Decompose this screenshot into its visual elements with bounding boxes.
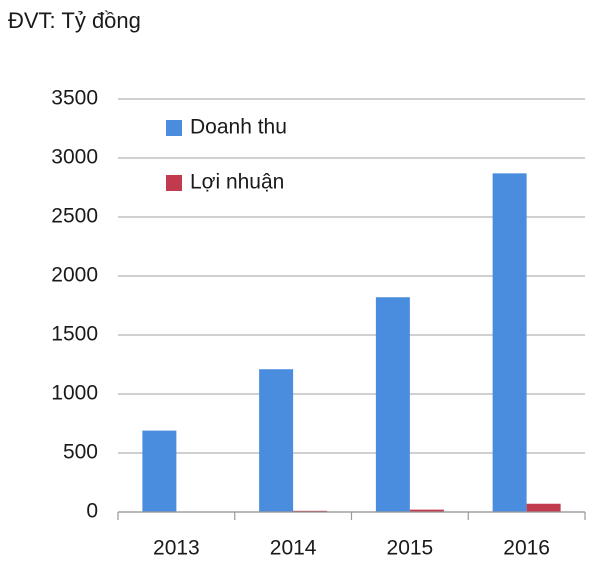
legend-label: Lợi nhuận [190,171,284,194]
legend-swatch [166,175,182,191]
chart-title: ĐVT: Tỷ đồng [8,8,141,33]
legend-label: Doanh thu [190,116,287,139]
x-tick-label: 2016 [503,537,550,560]
y-tick-label: 0 [86,500,98,523]
bar [492,173,527,512]
bar [526,503,561,512]
y-tick-label: 2000 [51,264,98,287]
x-tick-label: 2013 [153,537,200,560]
y-tick-label: 1000 [51,382,98,405]
y-tick-label: 3000 [51,146,98,169]
y-tick-label: 500 [63,441,98,464]
bar [259,369,294,512]
legend-swatch [166,120,182,136]
bar [375,297,410,512]
y-tick-label: 2500 [51,205,98,228]
y-tick-label: 1500 [51,323,98,346]
y-tick-label: 3500 [51,87,98,110]
bar [409,509,444,512]
x-tick-label: 2015 [387,537,434,560]
bar [142,430,177,512]
x-tick-label: 2014 [270,537,317,560]
